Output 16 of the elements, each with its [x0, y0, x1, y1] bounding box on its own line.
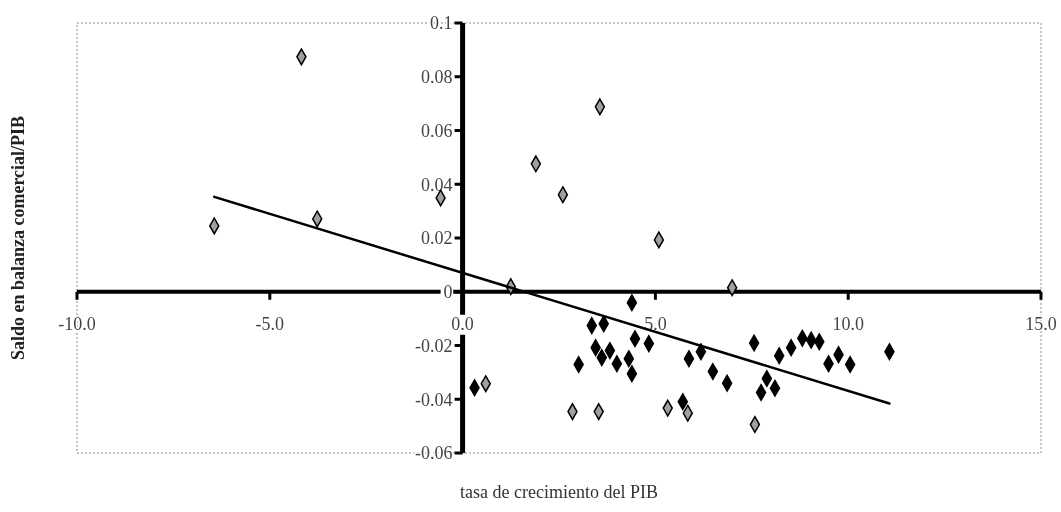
y-tick-label: -0.02 [415, 335, 453, 356]
x-tick-label: 0.0 [451, 313, 474, 334]
x-tick-label: -10.0 [58, 313, 96, 334]
y-tick-label: -0.06 [415, 443, 453, 464]
y-tick-label: -0.04 [415, 389, 453, 410]
x-tick-label: 10.0 [832, 313, 864, 334]
y-axis-title: Saldo en balanza comercial/PIB [8, 115, 28, 361]
y-tick-label: 0.06 [421, 120, 453, 141]
x-tick-label: -5.0 [255, 313, 285, 334]
x-axis-title: tasa de crecimiento del PIB [460, 482, 658, 502]
y-tick-label: 0 [443, 282, 453, 303]
y-tick-label: 0.02 [421, 228, 453, 249]
y-tick-label: 0.04 [421, 174, 453, 195]
y-tick-label: 0.1 [430, 13, 453, 34]
x-tick-label: 15.0 [1025, 313, 1057, 334]
y-tick-label: 0.08 [421, 67, 453, 88]
